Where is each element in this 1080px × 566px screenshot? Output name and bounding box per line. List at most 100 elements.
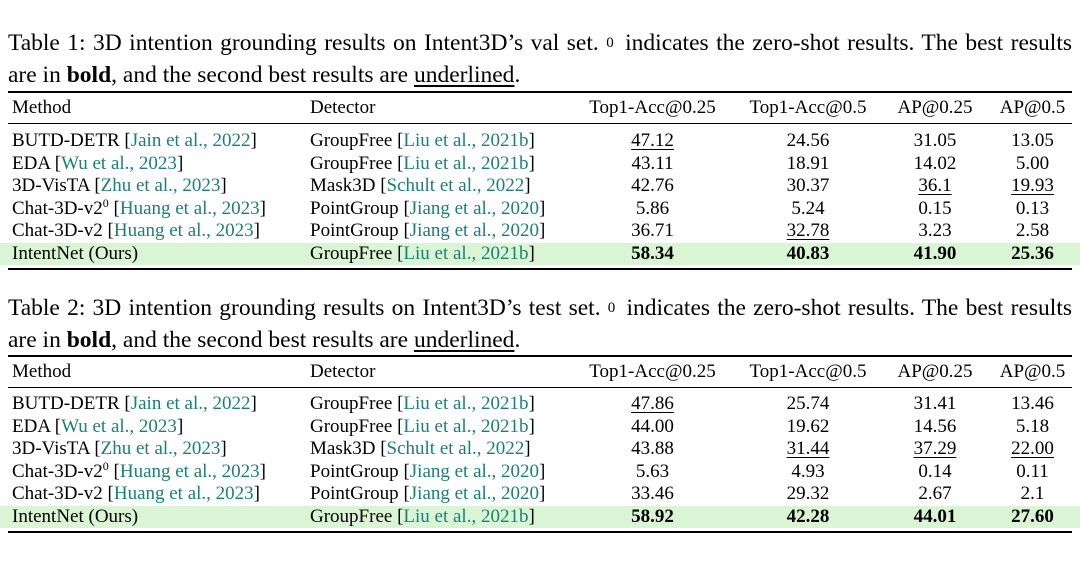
detector-cell: GroupFree [Liu et al., 2021b] (310, 242, 535, 264)
metric-cell: 5.86 (580, 198, 725, 220)
caption-text: indicates the zero-shot results. The bes… (8, 30, 1073, 88)
column-header: Detector (310, 97, 376, 118)
method-cell: IntentNet (Ours) (12, 243, 138, 265)
citation-link: Liu et al., 2021b (403, 242, 529, 264)
citation-link: Jiang et al., 2020 (409, 483, 540, 504)
metric-value: 42.28 (786, 505, 830, 527)
metric-cell: 25.36 (990, 243, 1075, 265)
caption-bold-word: bold (66, 62, 112, 88)
metric-value: 25.36 (1011, 242, 1054, 264)
detector-name: PointGroup (310, 483, 399, 504)
metric-value: 36.1 (918, 175, 952, 196)
column-header: AP@0.25 (897, 97, 973, 118)
method-superscript: 0 (102, 195, 109, 210)
metric-cell: 18.91 (738, 153, 878, 175)
caption-underlined-word: underlined (413, 327, 515, 353)
metric-cell: 14.56 (880, 416, 990, 438)
caption-text: Table 1: 3D intention grounding results … (8, 30, 599, 56)
column-header: Top1-Acc@0.25 (589, 361, 716, 382)
table-row: BUTD-DETR [Jain et al., 2022] GroupFree [… (0, 130, 1080, 152)
metric-value: 41.90 (913, 242, 957, 264)
metric-value: 43.88 (631, 438, 674, 459)
metric-cell: 36.1 (880, 175, 990, 197)
method-name: EDA (12, 415, 50, 437)
table-row: EDA [Wu et al., 2023] GroupFree [Liu et a… (0, 153, 1080, 175)
table-row: IntentNet (Ours) GroupFree [Liu et al., 2… (0, 242, 1080, 265)
metric-cell: 36.71 (580, 220, 725, 242)
column-header: Top1-Acc@0.5 (749, 97, 867, 118)
metric-cell: 43.88 (580, 438, 725, 460)
metric-value: 30.37 (786, 175, 830, 196)
table-header-row: Method Detector Top1-Acc@0.25 Top1-Acc@0.5 A… (0, 97, 1080, 119)
method-cell: Chat-3D-v20 [Huang et al., 2023] (12, 458, 266, 482)
metric-value: 40.83 (786, 242, 830, 264)
column-header: AP@0.5 (999, 97, 1066, 118)
citation-link: Liu et al., 2021b (403, 130, 529, 151)
method-cell: Chat-3D-v20 [Huang et al., 2023] (12, 195, 266, 219)
column-header: Detector (310, 361, 376, 382)
detector-name: PointGroup (310, 460, 399, 482)
metric-cell: 58.92 (580, 506, 725, 528)
metric-cell: 44.00 (580, 416, 725, 438)
metric-cell: 2.67 (880, 483, 990, 505)
metric-cell: 0.15 (880, 198, 990, 220)
method-cell: Chat-3D-v2 [Huang et al., 2023] (12, 483, 260, 504)
metric-cell: 42.76 (580, 175, 725, 197)
method-name: 3D-VisTA (12, 175, 90, 196)
metric-value: 0.11 (1016, 460, 1049, 482)
metric-cell: 13.05 (990, 130, 1075, 152)
metric-cell: 29.32 (738, 483, 878, 505)
metric-cell: 44.01 (880, 506, 990, 528)
metric-value: 0.14 (918, 460, 952, 482)
metric-cell: 22.00 (990, 438, 1075, 460)
metric-cell: 0.13 (990, 198, 1075, 220)
metric-cell: 19.62 (738, 416, 878, 438)
metric-value: 47.86 (631, 393, 674, 414)
metric-value: 43.11 (631, 152, 674, 174)
metric-cell: 5.24 (738, 198, 878, 220)
metric-cell: 47.12 (580, 130, 725, 152)
metric-value: 2.1 (1020, 483, 1045, 504)
caption-text: Table 2: 3D intention grounding results … (8, 295, 601, 321)
table2-top-rule (8, 355, 1072, 357)
citation-link: Zhu et al., 2023 (100, 438, 221, 459)
detector-cell: Mask3D [Schult et al., 2022] (310, 175, 531, 196)
metric-cell: 43.11 (580, 153, 725, 175)
caption-text: indicates the zero-shot results. The bes… (8, 295, 1072, 353)
metric-value: 18.91 (786, 152, 830, 174)
detector-cell: GroupFree [Liu et al., 2021b] (310, 152, 535, 174)
metric-cell: 14.02 (880, 153, 990, 175)
metric-value: 19.62 (786, 415, 830, 437)
metric-value: 5.00 (1015, 152, 1050, 174)
column-header: Method (12, 361, 72, 382)
citation-link: Schult et al., 2022 (386, 438, 525, 459)
metric-cell: 32.78 (738, 220, 878, 242)
citation-link: Wu et al., 2023 (61, 415, 177, 437)
caption-superscript: 0 (607, 300, 616, 316)
metric-cell: 47.86 (580, 393, 725, 415)
citation-link: Liu et al., 2021b (403, 415, 529, 437)
caption-text: , and the second best results are (111, 327, 409, 353)
table-row: BUTD-DETR [Jain et al., 2022] GroupFree [… (0, 393, 1080, 415)
method-name: Chat-3D-v2 (12, 220, 103, 241)
caption-text: . (514, 327, 521, 353)
table-header-row: Method Detector Top1-Acc@0.25 Top1-Acc@0.5 A… (0, 361, 1080, 383)
metric-value: 14.02 (913, 152, 957, 174)
method-name: BUTD-DETR (12, 393, 120, 414)
column-header: Method (12, 97, 72, 118)
metric-cell: 24.56 (738, 130, 878, 152)
metric-value: 31.41 (913, 393, 957, 414)
detector-name: Mask3D (310, 438, 376, 459)
metric-value: 5.18 (1015, 415, 1050, 437)
metric-value: 44.01 (913, 505, 957, 527)
metric-value: 0.13 (1015, 197, 1050, 219)
detector-name: GroupFree (310, 393, 393, 414)
metric-cell: 3.23 (880, 220, 990, 242)
method-name: IntentNet (Ours) (12, 242, 139, 264)
method-name: IntentNet (Ours) (12, 505, 139, 527)
detector-cell: Mask3D [Schult et al., 2022] (310, 438, 531, 459)
method-cell: EDA [Wu et al., 2023] (12, 415, 184, 437)
detector-cell: PointGroup [Jiang et al., 2020] (310, 483, 546, 504)
caption-text: , and the second best results are (111, 62, 409, 88)
